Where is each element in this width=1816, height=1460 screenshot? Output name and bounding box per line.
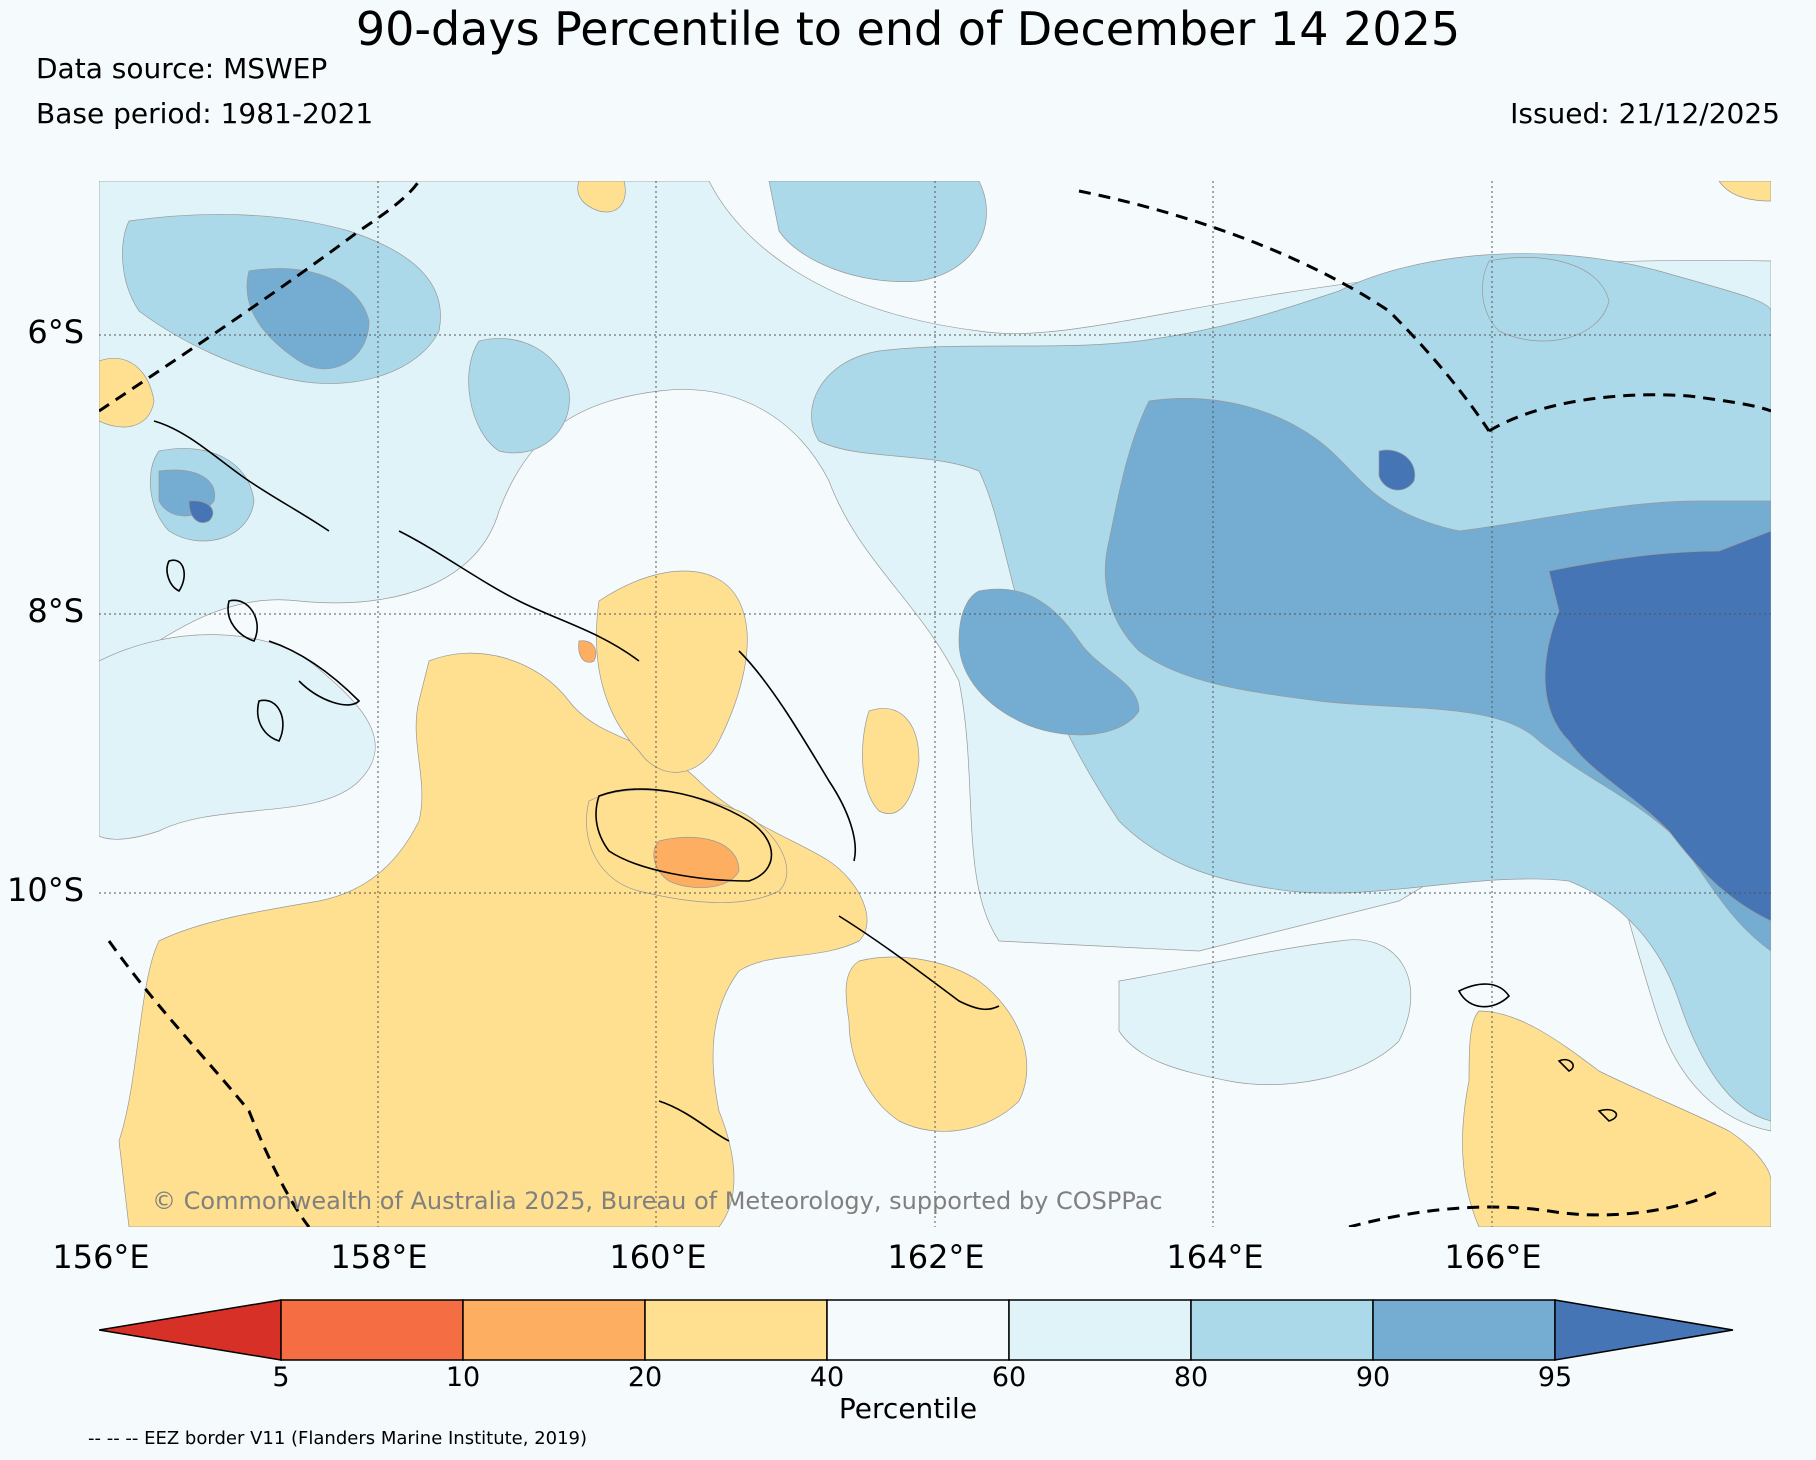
lon-label-160e: 160°E bbox=[609, 1238, 707, 1276]
region-80-90-east-north bbox=[1482, 257, 1610, 342]
region-20-40-south-mid bbox=[845, 956, 1028, 1132]
graticule bbox=[99, 181, 1771, 1227]
region-above-95-east bbox=[1544, 530, 1771, 922]
map-title: 90-days Percentile to end of December 14… bbox=[355, 2, 1461, 56]
colorbar-10-20 bbox=[462, 1299, 646, 1361]
region-60-80-west bbox=[99, 634, 376, 840]
colorbar-tick-10: 10 bbox=[445, 1362, 481, 1393]
eez-borders bbox=[99, 181, 1771, 1227]
lon-label-166e: 166°E bbox=[1444, 1238, 1542, 1276]
lon-label-156e: 156°E bbox=[52, 1238, 150, 1276]
eez-border-note: -- -- -- EEZ border V11 (Flanders Marine… bbox=[88, 1428, 588, 1449]
map-canvas bbox=[99, 181, 1771, 1227]
colorbar bbox=[99, 1299, 1734, 1361]
copyright-notice: © Commonwealth of Australia 2025, Bureau… bbox=[152, 1187, 1163, 1215]
colorbar-80-90 bbox=[1190, 1299, 1374, 1361]
region-10-20-small bbox=[578, 640, 597, 663]
region-90-95-mid bbox=[958, 588, 1140, 736]
region-20-40-central bbox=[596, 570, 748, 773]
colorbar-60-80 bbox=[1008, 1299, 1192, 1361]
region-20-40-east-mid bbox=[862, 708, 920, 814]
region-20-40-north bbox=[577, 181, 626, 213]
colorbar-tick-40: 40 bbox=[809, 1362, 845, 1393]
colorbar-title: Percentile bbox=[838, 1392, 978, 1425]
region-20-40-northeast bbox=[1718, 181, 1771, 202]
colorbar-tick-95: 95 bbox=[1537, 1362, 1573, 1393]
colorbar-5-10 bbox=[280, 1299, 464, 1361]
region-90-95-northwest bbox=[246, 268, 370, 370]
region-80-90-north-mid bbox=[768, 181, 987, 282]
lat-label-8s: 8°S bbox=[27, 592, 84, 630]
colorbar-below-5 bbox=[99, 1299, 282, 1361]
lat-label-6s: 6°S bbox=[27, 313, 84, 351]
region-20-40-west bbox=[99, 358, 155, 428]
colorbar-90-95 bbox=[1372, 1299, 1556, 1361]
region-60-80-south bbox=[1118, 939, 1412, 1085]
colorbar-tick-60: 60 bbox=[991, 1362, 1027, 1393]
issued-date-label: Issued: 21/12/2025 bbox=[1510, 97, 1780, 130]
lon-label-158e: 158°E bbox=[330, 1238, 428, 1276]
colorbar-40-60 bbox=[826, 1299, 1010, 1361]
region-20-40-southeast bbox=[1462, 1010, 1771, 1227]
lat-label-10s: 10°S bbox=[6, 871, 84, 909]
lon-label-162e: 162°E bbox=[887, 1238, 985, 1276]
colorbar-tick-90: 90 bbox=[1355, 1362, 1391, 1393]
colorbar-above-95 bbox=[1554, 1299, 1734, 1361]
base-period-label: Base period: 1981-2021 bbox=[36, 97, 374, 130]
colorbar-tick-20: 20 bbox=[627, 1362, 663, 1393]
colorbar-tick-5: 5 bbox=[272, 1362, 290, 1393]
region-above-95-small-1 bbox=[1378, 449, 1416, 491]
lon-label-164e: 164°E bbox=[1166, 1238, 1264, 1276]
colorbar-tick-80: 80 bbox=[1173, 1362, 1209, 1393]
region-above-95-small-2 bbox=[188, 500, 214, 523]
region-80-90-small-1 bbox=[468, 338, 570, 454]
map-area[interactable] bbox=[99, 181, 1771, 1227]
data-source-label: Data source: MSWEP bbox=[36, 52, 328, 85]
colorbar-20-40 bbox=[644, 1299, 828, 1361]
coastlines bbox=[153, 420, 1618, 1142]
